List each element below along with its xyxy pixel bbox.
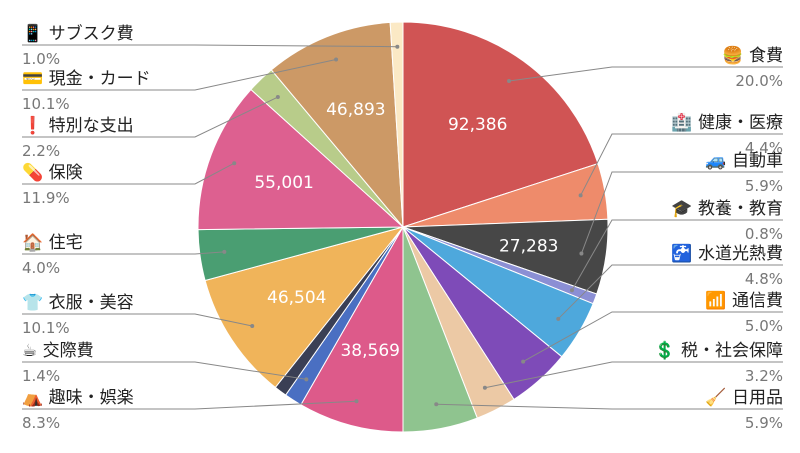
category-label: 💳 現金・カード (22, 69, 151, 89)
percent-label: 5.9% (745, 414, 783, 432)
pie-slice (204, 226, 405, 389)
percent-label: 3.2% (745, 367, 783, 385)
category-label: 🏠 住宅 (22, 233, 83, 253)
percent-label: 4.0% (22, 259, 60, 277)
leader-dot (482, 385, 487, 390)
category-label: 📶 通信費 (705, 290, 783, 311)
percent-label: 2.2% (22, 142, 60, 160)
percent-label: 10.1% (22, 95, 70, 113)
category-label: 💲 税・社会保障 (654, 340, 783, 361)
category-label: 🏥 健康・医療 (671, 112, 783, 133)
pie-slice (389, 21, 404, 228)
percent-label: 4.8% (745, 270, 783, 288)
leader-dot (304, 377, 309, 382)
amount-label: 27,283 (499, 237, 558, 257)
leader-line (484, 361, 783, 389)
category-label: 👕 衣服・美容 (22, 293, 134, 313)
leader-dot (354, 399, 359, 404)
category-label: 🍔 食費 (722, 45, 783, 66)
leader-line (22, 96, 279, 138)
pie-slice (270, 21, 404, 229)
leader-line (22, 313, 253, 327)
leader-line (557, 264, 783, 320)
category-label: ❗ 特別な支出 (22, 115, 134, 136)
leader-dot (434, 402, 439, 407)
amount-label: 38,569 (340, 341, 399, 361)
amount-label: 55,001 (254, 173, 313, 193)
leader-line (22, 400, 357, 410)
category-label: 🚰 水道光熱費 (671, 243, 783, 264)
leader-line (22, 58, 337, 91)
leader-line (571, 219, 783, 291)
percent-label: 1.4% (22, 367, 60, 385)
pie-slice (197, 88, 405, 231)
leader-line (22, 251, 225, 255)
pie-slice (402, 21, 599, 228)
percent-label: 1.0% (22, 50, 60, 68)
pie-slice (300, 225, 404, 433)
percent-label: 11.9% (22, 189, 70, 207)
amount-label: 92,386 (448, 115, 507, 135)
leader-dot (578, 193, 583, 198)
leader-dot (232, 161, 237, 166)
leader-dot (275, 95, 280, 100)
leader-line (508, 66, 783, 82)
category-label: 🚙 自動車 (705, 151, 783, 171)
leader-dot (521, 359, 526, 364)
leader-line (580, 171, 783, 254)
leader-line (22, 44, 398, 48)
leader-line (436, 403, 783, 410)
leader-dot (507, 79, 512, 84)
leader-line (580, 133, 783, 196)
category-label: 🧹 日用品 (705, 387, 783, 408)
percent-label: 10.1% (22, 319, 70, 337)
leader-line (22, 162, 235, 185)
leader-dot (556, 316, 561, 321)
amount-label: 46,893 (326, 100, 385, 120)
percent-label: 4.4% (745, 139, 783, 157)
leader-dot (579, 251, 584, 256)
percent-label: 20.0% (735, 72, 783, 90)
leader-line (22, 361, 307, 380)
percent-label: 5.0% (745, 317, 783, 335)
percent-label: 8.3% (22, 414, 60, 432)
category-label: 💊 保険 (22, 162, 83, 183)
leader-line (522, 311, 783, 363)
category-label: 🎓 教養・教育 (671, 199, 783, 219)
percent-label: 5.9% (745, 177, 783, 195)
percent-label: 0.8% (745, 225, 783, 243)
category-label: ⛺ 趣味・娯楽 (22, 388, 134, 408)
leader-dot (250, 324, 255, 329)
amount-label: 46,504 (267, 288, 326, 308)
leader-dot (569, 288, 574, 293)
leader-dot (222, 249, 227, 254)
leader-dot (395, 44, 400, 49)
category-label: 📱 サブスク費 (22, 23, 134, 44)
leader-dot (334, 57, 339, 62)
category-label: ☕ 交際費 (22, 341, 94, 361)
